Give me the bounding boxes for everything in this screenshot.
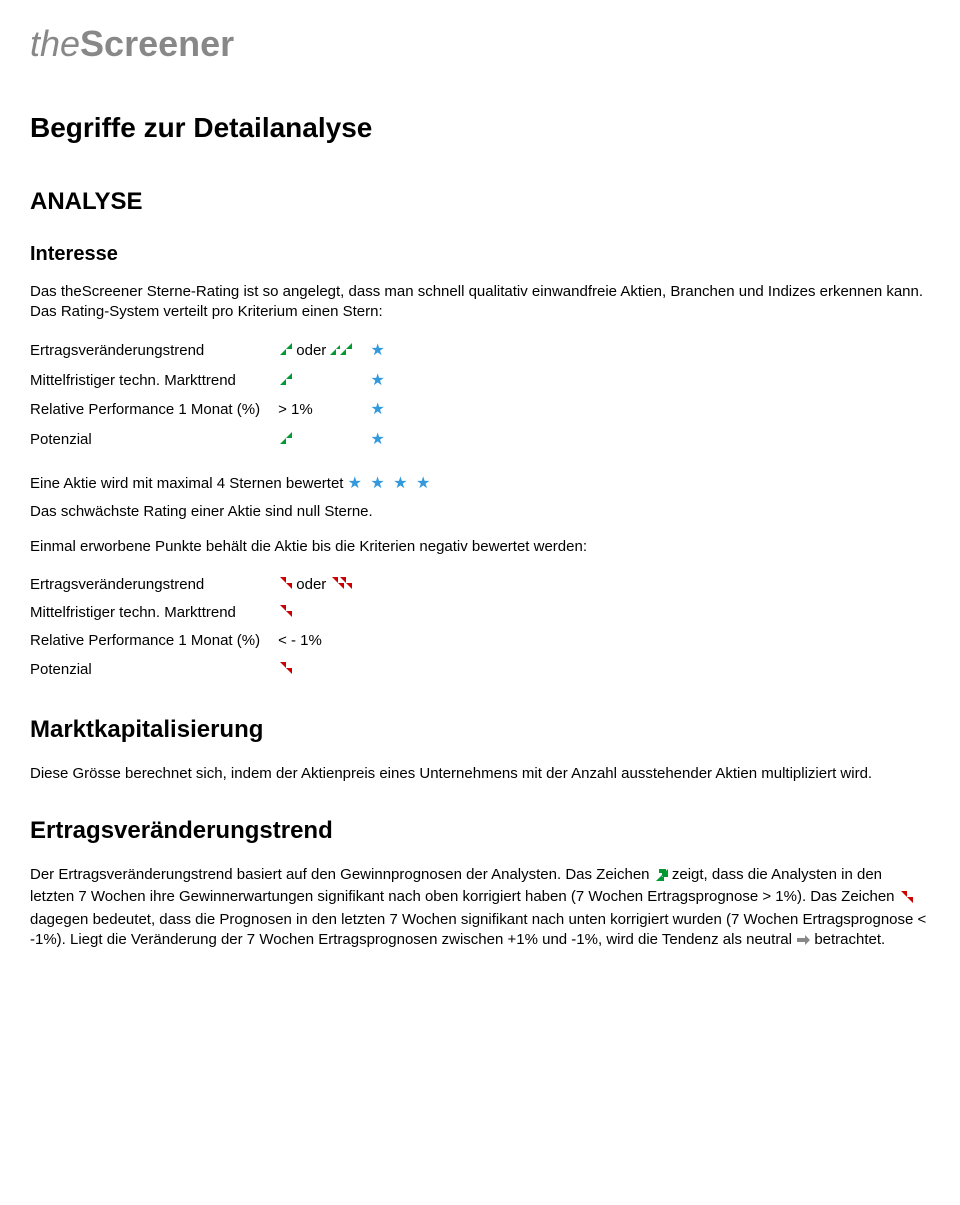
- criteria-value: > 1%: [278, 395, 370, 425]
- interesse-intro: Das theScreener Sterne-Rating ist so ang…: [30, 282, 930, 323]
- arrow-down-red-icon: [278, 660, 292, 680]
- criteria-row: Mittelfristiger techn. Markttrend ★: [30, 366, 403, 396]
- criteria-value: [278, 366, 370, 396]
- criteria-row: Potenzial: [30, 656, 370, 684]
- criteria-row: Mittelfristiger techn. Markttrend: [30, 599, 370, 627]
- criteria-star: ★: [370, 366, 402, 396]
- ertrag-body: Der Ertragsveränderungstrend basiert auf…: [30, 865, 930, 952]
- double-arrow-up-green-icon: [330, 341, 352, 361]
- star-icon: ★: [370, 401, 384, 418]
- criteria-label: Ertragsveränderungstrend: [30, 571, 278, 599]
- page-title: Begriffe zur Detailanalyse: [30, 109, 930, 147]
- criteria-value: [278, 425, 370, 455]
- criteria-row: Relative Performance 1 Monat (%)< - 1%: [30, 627, 370, 655]
- criteria-label: Mittelfristiger techn. Markttrend: [30, 599, 278, 627]
- arrow-down-red-icon: [899, 889, 913, 909]
- star-icon: ★: [370, 431, 384, 448]
- heading-ertrag: Ertragsveränderungstrend: [30, 815, 930, 847]
- marktkap-body: Diese Grösse berechnet sich, indem der A…: [30, 764, 930, 784]
- criteria-star: ★: [370, 336, 402, 366]
- criteria-label: Potenzial: [30, 656, 278, 684]
- arrow-neutral-icon: [796, 932, 810, 952]
- section-analyse: ANALYSE: [30, 186, 930, 218]
- criteria-label: Relative Performance 1 Monat (%): [30, 627, 278, 655]
- criteria-label: Mittelfristiger techn. Markttrend: [30, 366, 278, 396]
- arrow-up-green-icon: [278, 430, 292, 450]
- criteria-value: < - 1%: [278, 627, 370, 655]
- arrow-up-green-icon: [654, 867, 668, 887]
- criteria-value: oder: [278, 571, 370, 599]
- heading-marktkap: Marktkapitalisierung: [30, 714, 930, 746]
- double-arrow-down-red-icon: [330, 575, 352, 595]
- criteria-label: Potenzial: [30, 425, 278, 455]
- positive-criteria-table: Ertragsveränderungstrend oder ★Mittelfri…: [30, 336, 403, 454]
- criteria-row: Ertragsveränderungstrend oder ★: [30, 336, 403, 366]
- criteria-row: Relative Performance 1 Monat (%)> 1%★: [30, 395, 403, 425]
- arrow-down-red-icon: [278, 603, 292, 623]
- arrow-up-green-icon: [278, 341, 292, 361]
- criteria-value: [278, 656, 370, 684]
- arrow-up-green-icon: [278, 371, 292, 391]
- criteria-label: Ertragsveränderungstrend: [30, 336, 278, 366]
- criteria-value: [278, 599, 370, 627]
- keep-points-line: Einmal erworbene Punkte behält die Aktie…: [30, 537, 930, 557]
- criteria-star: ★: [370, 395, 402, 425]
- max-stars-line: Eine Aktie wird mit maximal 4 Sternen be…: [30, 473, 930, 495]
- four-stars-icon: ★ ★ ★ ★: [348, 475, 433, 492]
- criteria-label: Relative Performance 1 Monat (%): [30, 395, 278, 425]
- max-stars-text: Eine Aktie wird mit maximal 4 Sternen be…: [30, 475, 348, 492]
- criteria-value: oder: [278, 336, 370, 366]
- criteria-star: ★: [370, 425, 402, 455]
- star-icon: ★: [370, 342, 384, 359]
- logo: theScreener: [30, 20, 930, 69]
- min-stars-line: Das schwächste Rating einer Aktie sind n…: [30, 502, 930, 522]
- criteria-row: Ertragsveränderungstrend oder: [30, 571, 370, 599]
- star-icon: ★: [370, 372, 384, 389]
- criteria-row: Potenzial ★: [30, 425, 403, 455]
- heading-interesse: Interesse: [30, 241, 930, 268]
- logo-the: the: [30, 23, 80, 64]
- logo-screener: Screener: [80, 23, 234, 64]
- negative-criteria-table: Ertragsveränderungstrend oder Mittelfris…: [30, 571, 370, 684]
- arrow-down-red-icon: [278, 575, 292, 595]
